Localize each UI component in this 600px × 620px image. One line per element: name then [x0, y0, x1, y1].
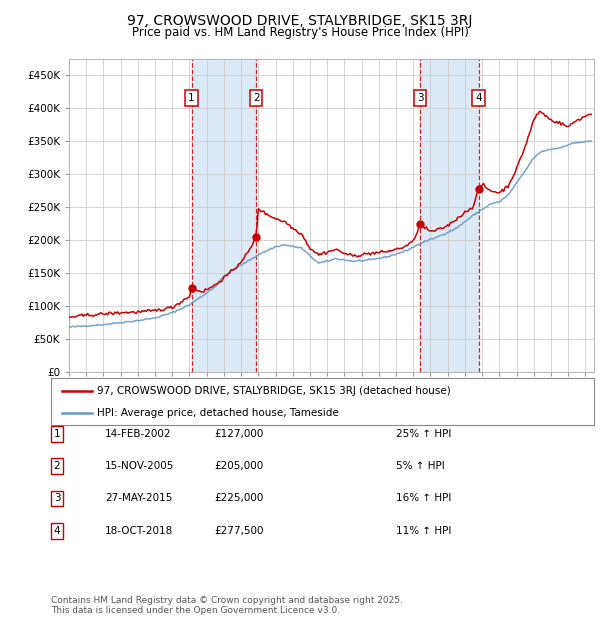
Text: HPI: Average price, detached house, Tameside: HPI: Average price, detached house, Tame…	[97, 408, 339, 418]
Text: 15-NOV-2005: 15-NOV-2005	[105, 461, 175, 471]
Bar	[420, 59, 478, 372]
Text: 97, CROWSWOOD DRIVE, STALYBRIDGE, SK15 3RJ: 97, CROWSWOOD DRIVE, STALYBRIDGE, SK15 3…	[127, 14, 473, 28]
Text: 97, CROWSWOOD DRIVE, STALYBRIDGE, SK15 3RJ (detached house): 97, CROWSWOOD DRIVE, STALYBRIDGE, SK15 3…	[97, 386, 451, 396]
Text: 2: 2	[253, 93, 259, 103]
Text: 3: 3	[417, 93, 424, 103]
Text: £277,500: £277,500	[215, 526, 264, 536]
Text: 14-FEB-2002: 14-FEB-2002	[105, 429, 172, 439]
Text: 1: 1	[188, 93, 195, 103]
Text: 25% ↑ HPI: 25% ↑ HPI	[396, 429, 451, 439]
Bar	[191, 59, 256, 372]
FancyBboxPatch shape	[51, 378, 594, 425]
Text: 18-OCT-2018: 18-OCT-2018	[105, 526, 173, 536]
Text: 3: 3	[53, 494, 61, 503]
Text: 2: 2	[53, 461, 61, 471]
Text: £225,000: £225,000	[215, 494, 264, 503]
Text: £205,000: £205,000	[215, 461, 264, 471]
Text: £127,000: £127,000	[215, 429, 264, 439]
Text: Price paid vs. HM Land Registry's House Price Index (HPI): Price paid vs. HM Land Registry's House …	[131, 26, 469, 39]
Text: 27-MAY-2015: 27-MAY-2015	[105, 494, 172, 503]
Text: 4: 4	[475, 93, 482, 103]
Text: 11% ↑ HPI: 11% ↑ HPI	[396, 526, 451, 536]
Text: 5% ↑ HPI: 5% ↑ HPI	[396, 461, 445, 471]
Text: 16% ↑ HPI: 16% ↑ HPI	[396, 494, 451, 503]
Text: 4: 4	[53, 526, 61, 536]
Text: Contains HM Land Registry data © Crown copyright and database right 2025.
This d: Contains HM Land Registry data © Crown c…	[51, 596, 403, 615]
Text: 1: 1	[53, 429, 61, 439]
